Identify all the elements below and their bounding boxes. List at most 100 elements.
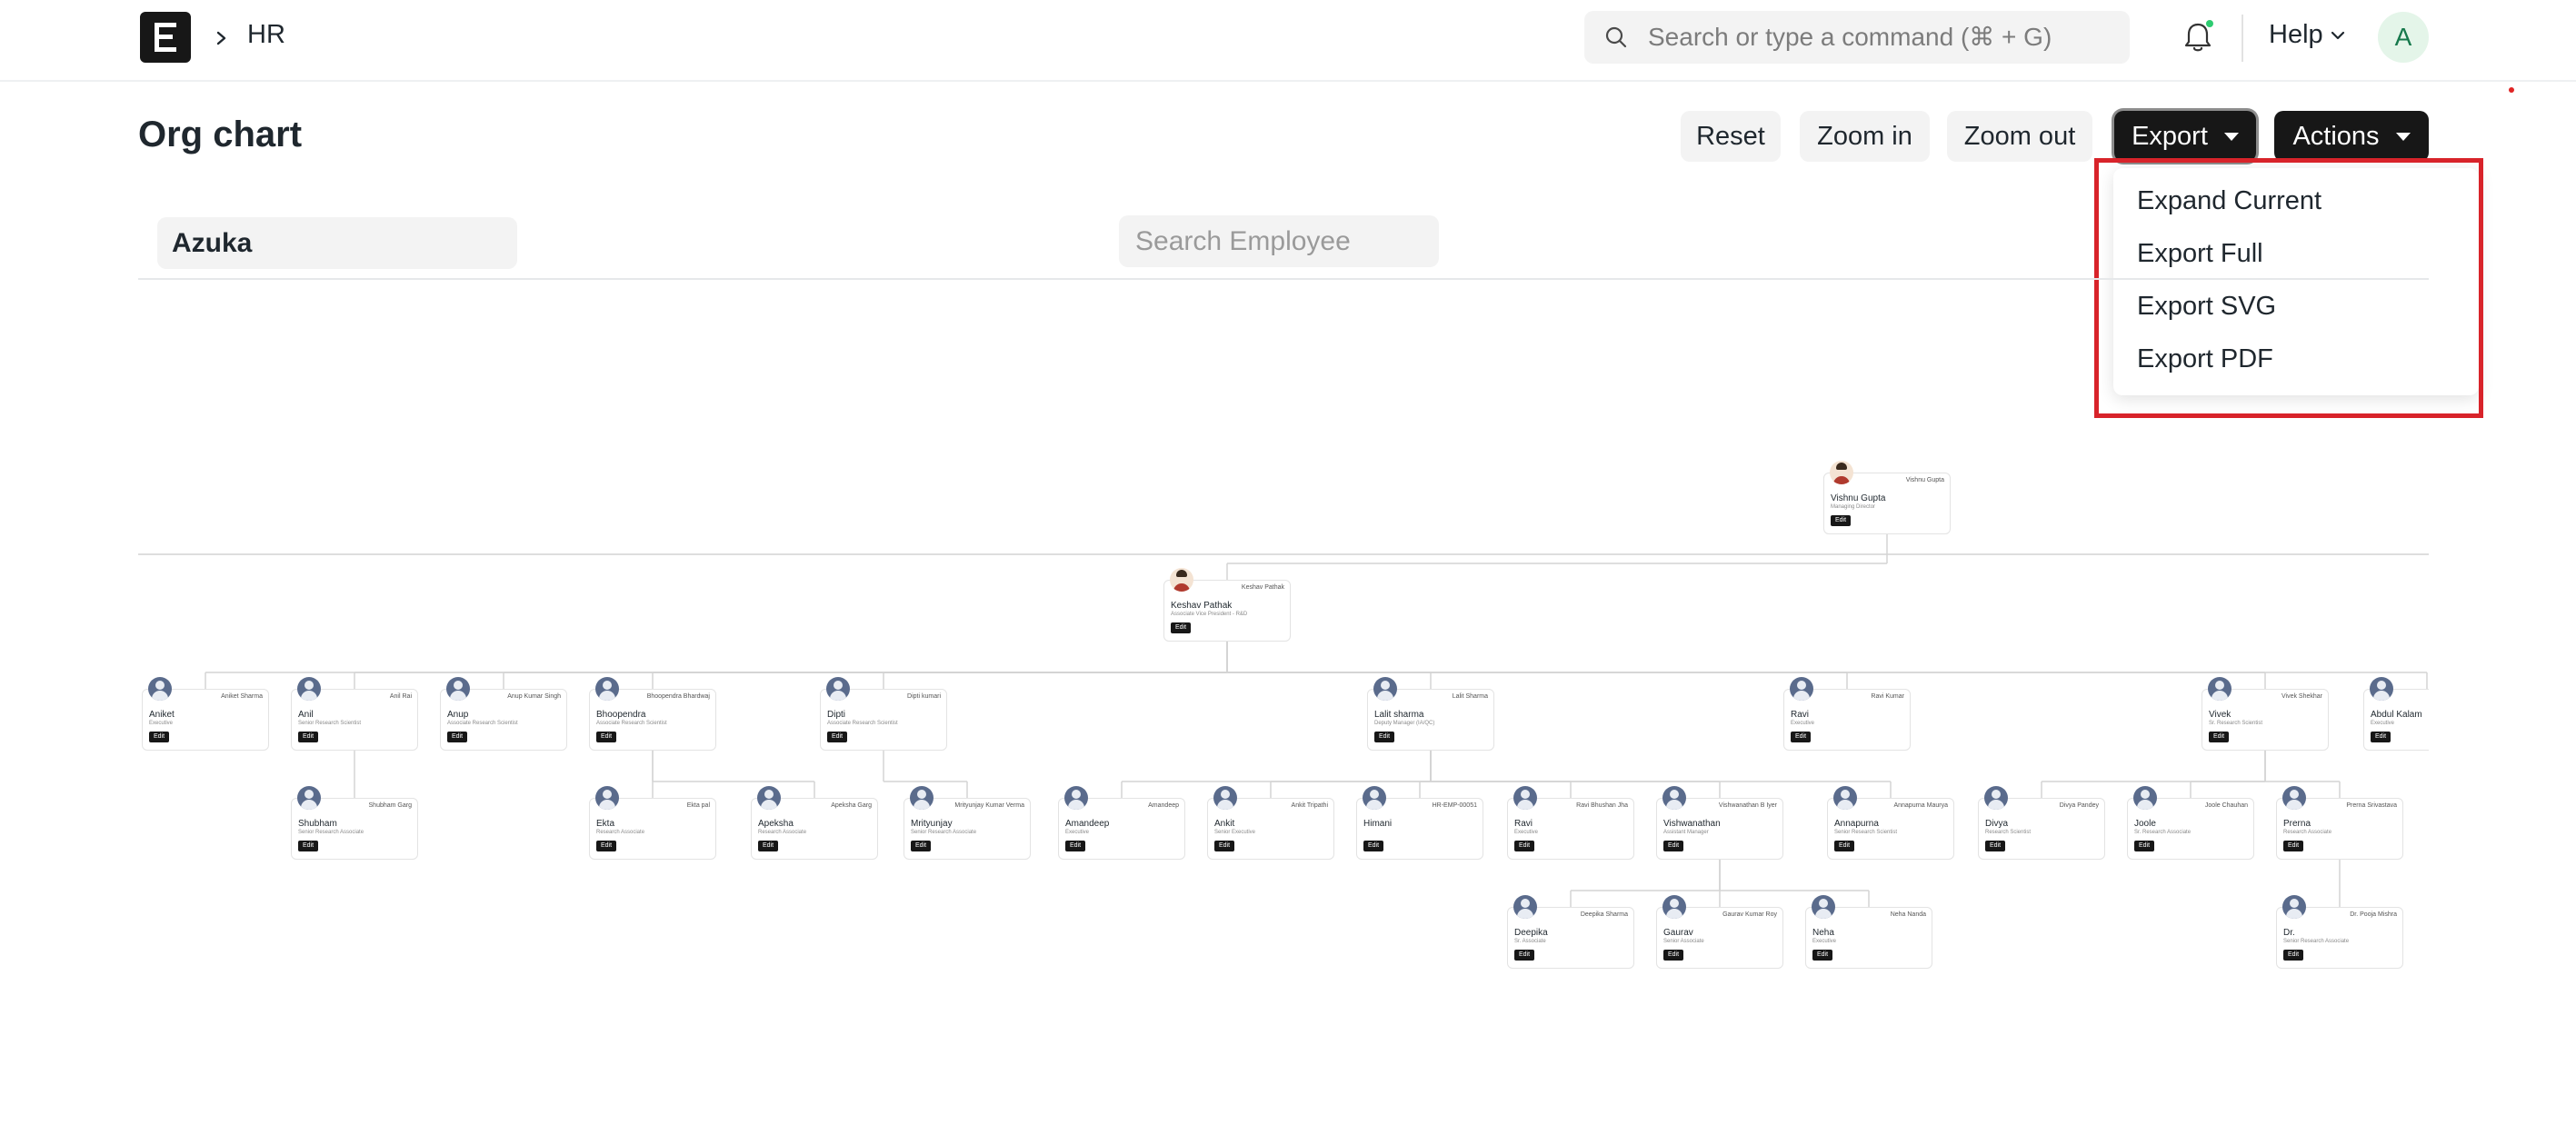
employee-full-name: Keshav Pathak xyxy=(1241,584,1284,591)
employee-designation: Associate Research Scientist xyxy=(827,721,898,726)
app-logo[interactable] xyxy=(140,12,191,63)
edit-button[interactable]: Edit xyxy=(1831,515,1852,526)
edit-button[interactable]: Edit xyxy=(911,841,932,851)
edit-button[interactable]: Edit xyxy=(1065,841,1086,851)
employee-designation: Research Scientist xyxy=(1985,830,2032,835)
employee-node[interactable]: Amandeep Amandeep Executive Edit xyxy=(1058,786,1185,860)
edit-button[interactable]: Edit xyxy=(2283,841,2304,851)
employee-name: Gaurav xyxy=(1663,928,1693,938)
employee-node[interactable]: Vishwanathan B Iyer Vishwanathan Assistant… xyxy=(1656,786,1783,860)
edit-button[interactable]: Edit xyxy=(1791,732,1812,742)
edit-button[interactable]: Edit xyxy=(149,732,170,742)
edit-button[interactable]: Edit xyxy=(1663,841,1684,851)
employee-avatar xyxy=(1830,461,1853,484)
employee-node[interactable]: Vivek Shekhar Vivek Sr. Research Scientist… xyxy=(2202,677,2329,751)
employee-designation: Senior Research Scientist xyxy=(298,721,362,726)
edit-button[interactable]: Edit xyxy=(1171,622,1192,633)
edit-button[interactable]: Edit xyxy=(596,841,617,851)
employee-designation: Senior Research Scientist xyxy=(1834,830,1898,835)
employee-node[interactable]: Bhoopendra Bhardwaj Bhoopendra Associate R… xyxy=(589,677,716,751)
employee-avatar xyxy=(2282,895,2306,919)
employee-designation: Executive xyxy=(2371,721,2395,726)
company-field[interactable]: Azuka xyxy=(157,217,517,269)
employee-node[interactable]: Mrityunjay Kumar Verma Mrityunjay Senior R… xyxy=(904,786,1031,860)
chevron-down-icon xyxy=(2331,31,2344,39)
employee-avatar xyxy=(826,677,850,701)
breadcrumb-hr[interactable]: HR xyxy=(247,20,285,49)
employee-node[interactable]: Annapurna Maurya Annapurna Senior Research… xyxy=(1827,786,1954,860)
employee-avatar xyxy=(2282,786,2306,810)
employee-avatar xyxy=(2133,786,2157,810)
edit-button[interactable]: Edit xyxy=(298,841,319,851)
edit-button[interactable]: Edit xyxy=(1214,841,1235,851)
edit-button[interactable]: Edit xyxy=(2209,732,2230,742)
employee-designation: Executive xyxy=(1514,830,1539,835)
user-avatar[interactable]: A xyxy=(2378,12,2429,63)
employee-node[interactable]: Dr. Pooja Mishra Dr. Senior Research Assoc… xyxy=(2276,895,2403,969)
employee-node[interactable]: Ravi Kumar Ravi Executive Edit xyxy=(1783,677,1911,751)
employee-node[interactable]: Anup Kumar Singh Anup Associate Research S… xyxy=(440,677,567,751)
help-dropdown[interactable]: Help xyxy=(2269,20,2345,50)
employee-node[interactable]: Gaurav Kumar Roy Gaurav Senior Associate Ed… xyxy=(1656,895,1783,969)
edit-button[interactable]: Edit xyxy=(2283,950,2304,961)
employee-node[interactable]: Ankit Tripathi Ankit Senior Executive Edit xyxy=(1207,786,1334,860)
edit-button[interactable]: Edit xyxy=(1663,950,1684,961)
employee-node[interactable]: Apeksha Garg Apeksha Research Associate Edi… xyxy=(751,786,878,860)
employee-node[interactable]: Aniket Sharma Aniket Executive Edit xyxy=(142,677,269,751)
edit-button[interactable]: Edit xyxy=(2371,732,2391,742)
awesomebar-input[interactable] xyxy=(1648,11,2112,64)
edit-button[interactable]: Edit xyxy=(447,732,468,742)
export-button[interactable]: Export xyxy=(2114,111,2256,162)
employee-name: Abdul Kalam xyxy=(2371,710,2422,720)
bell-icon[interactable] xyxy=(2182,20,2213,55)
employee-designation: Executive xyxy=(1812,939,1837,944)
reset-button[interactable]: Reset xyxy=(1681,111,1781,162)
edit-button[interactable]: Edit xyxy=(2134,841,2155,851)
employee-node[interactable]: Dipti kumari Dipti Associate Research Scie… xyxy=(820,677,947,751)
employee-name: Dr. xyxy=(2283,928,2295,938)
employee-designation: Managing Director xyxy=(1831,504,1876,510)
navbar-divider xyxy=(2242,15,2243,62)
employee-node[interactable]: Vishnu Gupta Vishnu Gupta Managing Directo… xyxy=(1823,461,1951,534)
menu-item-export-svg[interactable]: Export SVG xyxy=(2137,292,2277,321)
edit-button[interactable]: Edit xyxy=(298,732,319,742)
zoom-in-button[interactable]: Zoom in xyxy=(1800,111,1930,162)
employee-node[interactable]: Divya Pandey Divya Research Scientist Edit xyxy=(1978,786,2105,860)
edit-button[interactable]: Edit xyxy=(1985,841,2006,851)
employee-node[interactable]: Deepika Sharma Deepika Sr. Associate Edit xyxy=(1507,895,1634,969)
actions-button[interactable]: Actions xyxy=(2274,111,2429,162)
org-chart-canvas[interactable]: Vishnu Gupta Vishnu Gupta Managing Directo… xyxy=(138,282,2429,1100)
edit-button[interactable]: Edit xyxy=(1514,950,1535,961)
edit-button[interactable]: Edit xyxy=(758,841,779,851)
employee-node[interactable]: Lalit Sharma Lalit sharma Deputy Manager (… xyxy=(1367,677,1494,751)
employee-node[interactable]: Prerna Srivastava Prerna Research Associat… xyxy=(2276,786,2403,860)
edit-button[interactable]: Edit xyxy=(827,732,848,742)
menu-item-export-pdf[interactable]: Export PDF xyxy=(2137,344,2273,373)
employee-node[interactable]: Ekta pal Ekta Research Associate Edit xyxy=(589,786,716,860)
employee-name: Ankit xyxy=(1214,819,1235,829)
edit-button[interactable]: Edit xyxy=(1514,841,1535,851)
menu-item-export-full[interactable]: Export Full xyxy=(2137,239,2263,268)
search-icon xyxy=(1605,26,1627,48)
employee-node[interactable]: Neha Nanda Neha Executive Edit xyxy=(1805,895,1932,969)
employee-node[interactable]: Joole Chauhan Joole Sr. Research Associate… xyxy=(2127,786,2254,860)
edit-button[interactable]: Edit xyxy=(596,732,617,742)
employee-node[interactable]: Keshav Pathak Keshav Pathak Associate Vice… xyxy=(1163,568,1291,642)
edit-button[interactable]: Edit xyxy=(1812,950,1833,961)
employee-avatar xyxy=(1812,895,1835,919)
employee-full-name: Neha Nanda xyxy=(1890,911,1926,918)
edit-button[interactable]: Edit xyxy=(1374,732,1395,742)
employee-node[interactable]: Abdul Kalam Executive Edit xyxy=(2363,677,2429,751)
employee-avatar xyxy=(1513,786,1537,810)
zoom-out-button[interactable]: Zoom out xyxy=(1947,111,2092,162)
employee-full-name: Vivek Shekhar xyxy=(2281,693,2322,700)
employee-full-name: Shubham Garg xyxy=(368,802,412,809)
employee-node[interactable]: Anil Rai Anil Senior Research Scientist Edi… xyxy=(291,677,418,751)
edit-button[interactable]: Edit xyxy=(1834,841,1855,851)
menu-item-expand-current[interactable]: Expand Current xyxy=(2137,186,2322,215)
edit-button[interactable]: Edit xyxy=(1363,841,1384,851)
employee-node[interactable]: Shubham Garg Shubham Senior Research Assoc… xyxy=(291,786,418,860)
employee-search-input[interactable] xyxy=(1119,215,1439,267)
employee-node[interactable]: HR-EMP-00051 Himani Edit xyxy=(1356,786,1483,860)
employee-node[interactable]: Ravi Bhushan Jha Ravi Executive Edit xyxy=(1507,786,1634,860)
